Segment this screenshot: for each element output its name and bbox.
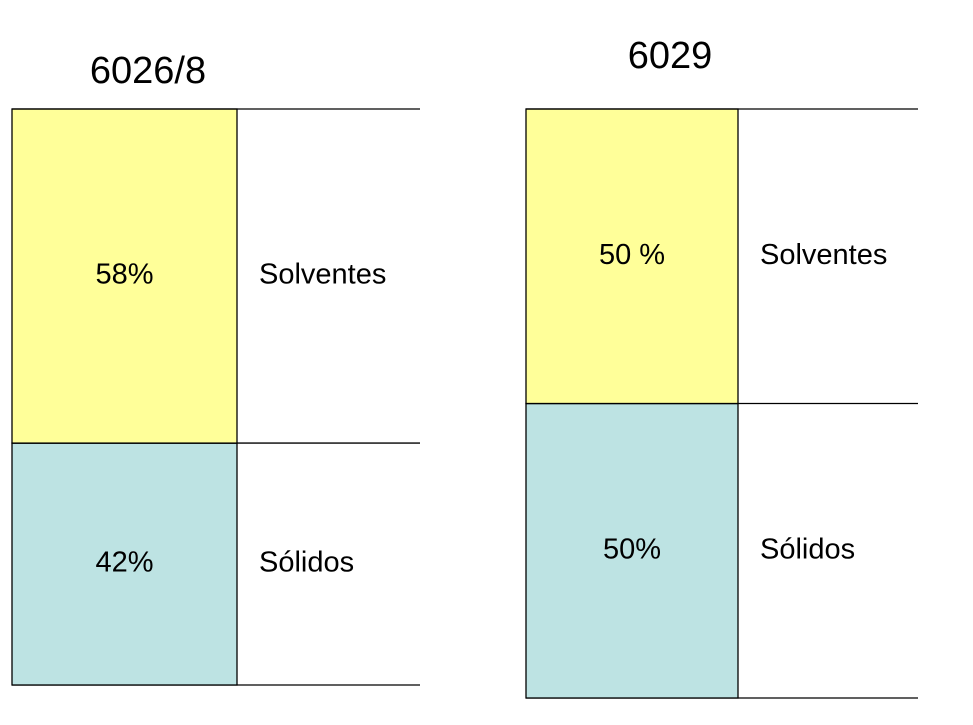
- legend-label: Solventes: [259, 259, 386, 291]
- bar-segment: [11, 442, 238, 686]
- legend-label: Sólidos: [259, 547, 354, 579]
- legend-label: Solventes: [760, 239, 887, 271]
- value-label: 50 %: [599, 239, 665, 271]
- bar-segment: [525, 402, 739, 699]
- value-label: 42%: [95, 547, 153, 579]
- legend-label: Sólidos: [760, 533, 855, 565]
- value-label: 58%: [95, 259, 153, 291]
- bar-segment: [11, 108, 238, 444]
- chart-title: 6026/8: [90, 50, 206, 92]
- chart-title: 6029: [628, 35, 713, 77]
- value-label: 50%: [603, 533, 661, 565]
